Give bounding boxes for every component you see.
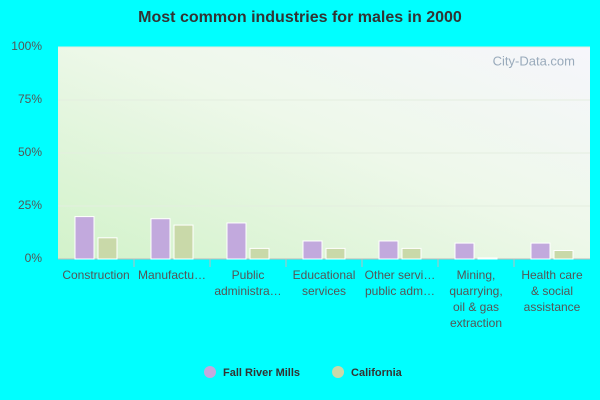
bar: [302, 240, 323, 260]
y-tick-label: 75%: [18, 92, 42, 106]
x-tick-label: Health care & social assistance: [521, 268, 583, 314]
bar: [226, 222, 247, 260]
bar: [454, 242, 475, 260]
bar: [173, 224, 194, 260]
bar: [530, 242, 551, 260]
legend-marker: [332, 366, 345, 378]
bar: [553, 250, 574, 260]
x-tick-label: Other servi… public adm…: [364, 268, 436, 298]
x-tick-label: Educational services: [292, 268, 356, 298]
legend-marker: [204, 366, 216, 378]
bar: [325, 247, 346, 260]
bar: [249, 247, 270, 260]
bar: [74, 216, 95, 260]
chart-title: Most common industries for males in 2000: [138, 9, 462, 26]
bar: [97, 237, 118, 260]
y-tick-label: 100%: [11, 39, 42, 53]
x-tick-label: Manufactu…: [137, 268, 207, 282]
bar: [401, 247, 422, 260]
watermark: City-Data.com: [493, 53, 575, 68]
bar: [150, 218, 171, 260]
legend-label: California: [351, 367, 403, 379]
legend-label: Fall River Mills: [223, 367, 300, 379]
x-tick-label: Mining, quarrying, oil & gas extraction: [449, 268, 503, 330]
y-tick-label: 50%: [18, 145, 42, 159]
x-tick-label: Public administra…: [214, 268, 282, 298]
bar: [378, 240, 399, 260]
bar: [477, 257, 498, 260]
x-tick-label: Construction: [62, 268, 130, 282]
y-tick-label: 25%: [18, 198, 42, 212]
y-tick-label: 0%: [25, 251, 43, 265]
